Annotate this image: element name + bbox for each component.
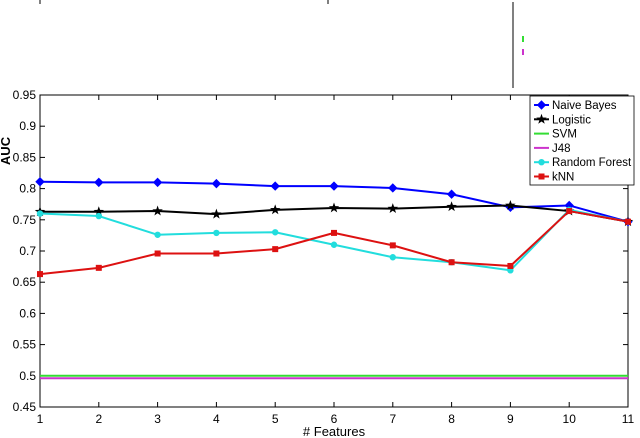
data-point-logistic bbox=[446, 201, 457, 212]
x-tick-label: 6 bbox=[331, 412, 338, 426]
y-tick-label: 0.45 bbox=[13, 400, 37, 414]
legend-items: Naive Bayes Logistic SVM J48 Random Forest kN… bbox=[534, 100, 632, 184]
data-point-knn bbox=[625, 218, 631, 225]
data-point-knn bbox=[37, 271, 43, 278]
legend-item-logistic: Logistic bbox=[534, 113, 591, 126]
data-point-random-forest bbox=[36, 210, 44, 217]
data-point-logistic bbox=[505, 199, 516, 210]
x-tick-label: 11 bbox=[622, 412, 635, 426]
data-point-logistic bbox=[387, 203, 399, 214]
data-point-knn bbox=[448, 259, 455, 266]
data-point-logistic bbox=[269, 204, 281, 215]
legend-label-naive-bayes: Naive Bayes bbox=[552, 100, 617, 112]
data-point-logistic bbox=[152, 205, 163, 216]
legend-marker-random-forest bbox=[538, 159, 545, 166]
y-tick-label: 0.9 bbox=[19, 119, 36, 133]
data-point-random-forest bbox=[95, 212, 103, 220]
data-point-knn bbox=[389, 242, 396, 249]
legend-item-svm: SVM bbox=[534, 129, 577, 141]
x-axis-title: # Features bbox=[303, 424, 366, 438]
data-point-logistic bbox=[328, 202, 340, 213]
y-tick-label: 0.7 bbox=[19, 244, 36, 258]
series-logistic bbox=[34, 199, 634, 227]
data-point-random-forest bbox=[272, 229, 279, 236]
legend-marker-logistic bbox=[536, 113, 547, 124]
legend-marker-naive-bayes bbox=[536, 100, 547, 110]
y-axis-ticks: 0.45 0.5 0.55 0.6 0.65 0.7 0.75 0.8 0.85 0.9 0.95 bbox=[13, 88, 628, 414]
legend-item-random-forest: Random Forest bbox=[534, 157, 632, 169]
x-tick-label: 9 bbox=[507, 412, 514, 426]
series-random-forest bbox=[36, 206, 632, 274]
data-point-knn bbox=[507, 262, 514, 269]
data-point-knn bbox=[272, 246, 279, 253]
series-layer bbox=[34, 177, 634, 380]
y-axis-title: AUC bbox=[0, 136, 13, 165]
y-tick-label: 0.6 bbox=[19, 306, 36, 320]
data-point-naive-bayes bbox=[152, 177, 163, 188]
legend: Naive Bayes Logistic SVM J48 Random Forest kN… bbox=[529, 95, 635, 186]
legend-box bbox=[529, 95, 635, 186]
x-tick-label: 10 bbox=[563, 412, 577, 426]
x-tick-label: 1 bbox=[37, 412, 44, 426]
data-point-random-forest bbox=[389, 254, 396, 261]
y-tick-label: 0.75 bbox=[13, 213, 37, 227]
y-tick-label: 0.95 bbox=[13, 88, 37, 102]
x-tick-label: 2 bbox=[95, 412, 102, 426]
y-tick-label: 0.5 bbox=[19, 369, 36, 383]
y-tick-label: 0.85 bbox=[13, 150, 37, 164]
y-tick-label: 0.65 bbox=[13, 275, 37, 289]
x-tick-label: 4 bbox=[213, 412, 220, 426]
legend-marker-knn bbox=[538, 173, 545, 180]
data-point-naive-bayes bbox=[35, 177, 45, 187]
data-point-naive-bayes bbox=[329, 181, 339, 191]
y-tick-label: 0.55 bbox=[13, 338, 37, 352]
y-tick-label: 0.8 bbox=[19, 182, 36, 196]
data-point-naive-bayes bbox=[388, 183, 398, 193]
data-point-logistic bbox=[93, 206, 105, 217]
legend-label-j48: J48 bbox=[552, 143, 571, 155]
data-point-random-forest bbox=[330, 241, 338, 248]
series-knn bbox=[37, 208, 631, 278]
data-point-knn bbox=[213, 250, 220, 257]
x-axis-ticks: 1 2 3 4 5 6 7 8 9 10 11 bbox=[37, 95, 635, 426]
legend-item-naive-bayes: Naive Bayes bbox=[534, 100, 617, 112]
data-point-knn bbox=[154, 250, 161, 257]
x-tick-label: 5 bbox=[272, 412, 279, 426]
top-partial-figure bbox=[39, 0, 524, 88]
data-point-naive-bayes bbox=[270, 181, 280, 191]
data-point-naive-bayes bbox=[211, 178, 222, 189]
legend-label-random-forest: Random Forest bbox=[552, 157, 632, 169]
x-tick-label: 3 bbox=[154, 412, 161, 426]
data-point-knn bbox=[331, 229, 337, 236]
x-tick-label: 7 bbox=[389, 412, 396, 426]
data-point-knn bbox=[566, 208, 573, 215]
x-tick-label: 8 bbox=[448, 412, 455, 426]
data-point-naive-bayes bbox=[446, 189, 457, 199]
legend-item-j48: J48 bbox=[534, 143, 571, 155]
data-point-logistic bbox=[211, 208, 222, 219]
data-point-naive-bayes bbox=[94, 177, 104, 188]
legend-label-knn: kNN bbox=[552, 172, 574, 184]
legend-item-knn: kNN bbox=[534, 172, 574, 184]
data-point-knn bbox=[95, 264, 102, 271]
axes: 0.450.50.550.60.650.70.750.80.850.90.95 … bbox=[0, 88, 635, 438]
legend-label-svm: SVM bbox=[552, 129, 577, 141]
legend-label-logistic: Logistic bbox=[552, 114, 591, 126]
data-point-random-forest bbox=[154, 231, 161, 238]
data-point-random-forest bbox=[213, 229, 220, 237]
